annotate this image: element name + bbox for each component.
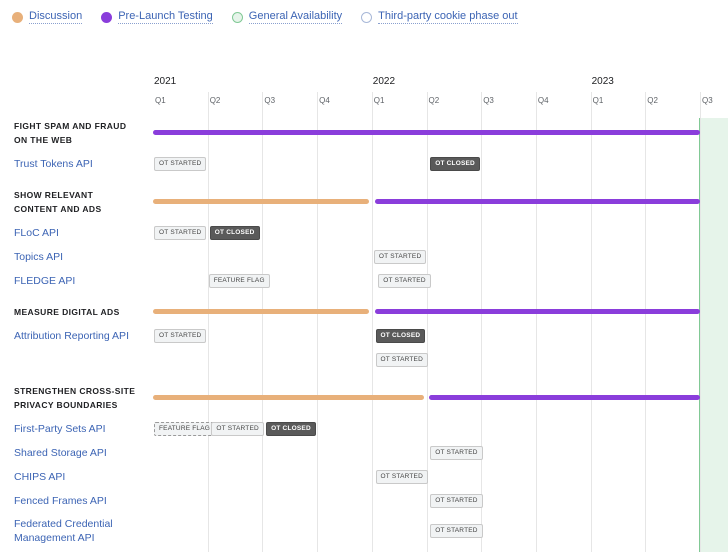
api-link[interactable]: Shared Storage API [14, 447, 107, 459]
quarter-gridline [481, 92, 482, 552]
milestone-chip: OT CLOSED [266, 422, 316, 436]
quarter-gridline [317, 92, 318, 552]
year-label: 2023 [591, 76, 614, 87]
quarter-tick-label: Q2 [647, 96, 658, 105]
quarter-gridline [536, 92, 537, 552]
milestone-chip: OT STARTED [154, 157, 207, 171]
api-link[interactable]: CHIPS API [14, 471, 66, 483]
phase-bar-pre-launch-testing [374, 309, 700, 314]
quarter-tick-label: Q2 [428, 96, 440, 105]
quarter-gridline [262, 92, 263, 552]
phase-bar-pre-launch-testing [429, 395, 700, 400]
milestone-chip: OT STARTED [154, 329, 207, 343]
year-label: 2021 [154, 76, 177, 87]
api-link[interactable]: Topics API [14, 251, 64, 263]
milestone-chip: OT STARTED [373, 250, 427, 264]
legend-label: Discussion [29, 10, 83, 24]
api-link[interactable]: Trust Tokens API [14, 158, 93, 170]
api-link[interactable]: Attribution Reporting API [14, 330, 129, 342]
quarter-tick-label: Q2 [209, 96, 221, 105]
phase-bar-pre-launch-testing [374, 199, 700, 204]
quarter-gridline [208, 92, 209, 552]
quarter-gridline [591, 92, 592, 552]
quarter-tick-label: Q4 [319, 96, 330, 105]
milestone-chip: OT STARTED [375, 470, 428, 484]
api-link[interactable]: Fenced Frames API [14, 495, 107, 507]
legend-dot-discussion-icon [12, 11, 23, 23]
api-link[interactable]: Federated Credential Management API [14, 518, 113, 544]
quarter-gridline [645, 92, 646, 552]
quarter-gridline [427, 92, 428, 552]
api-link[interactable]: FLoC API [14, 227, 59, 239]
milestone-chip: OT CLOSED [430, 157, 480, 171]
quarter-tick-label: Q4 [537, 96, 549, 105]
milestone-chip: OT STARTED [430, 446, 483, 460]
quarter-gridline [372, 92, 373, 552]
quarter-tick-label: Q1 [592, 96, 604, 105]
quarter-tick-label: Q1 [373, 96, 385, 105]
milestone-chip: OT STARTED [430, 494, 483, 508]
milestone-chip: OT STARTED [211, 422, 264, 436]
legend-label: General Availability [248, 10, 343, 24]
category-title: STRENGTHEN CROSS-SITE PRIVACY BOUNDARIES [14, 386, 136, 410]
quarter-tick-label: Q3 [702, 96, 713, 105]
general-availability-band [699, 118, 728, 552]
milestone-chip: OT STARTED [378, 274, 431, 288]
legend: Discussion Pre-Launch Testing General Av… [12, 10, 537, 24]
category-title: MEASURE DIGITAL ADS [14, 307, 120, 317]
milestone-chip: OT STARTED [154, 226, 207, 240]
legend-dot-cookie-phase-out-icon [361, 11, 373, 23]
legend-item-third-party-cookie-phase-out[interactable]: Third-party cookie phase out [361, 10, 518, 24]
legend-dot-general-availability-icon [231, 11, 243, 23]
milestone-chip: FEATURE FLAG [154, 422, 216, 436]
category-title: FIGHT SPAM AND FRAUD ON THE WEB [14, 121, 127, 145]
quarter-tick-label: Q3 [483, 96, 494, 105]
legend-label: Pre-Launch Testing [118, 10, 213, 24]
quarter-tick-label: Q3 [264, 96, 276, 105]
legend-item-discussion[interactable]: Discussion [12, 10, 83, 24]
quarter-tick-label: Q1 [155, 96, 166, 105]
milestone-chip: OT STARTED [375, 353, 428, 367]
legend-label: Third-party cookie phase out [378, 10, 518, 24]
phase-bar-discussion [153, 309, 370, 314]
quarter-gridline [700, 92, 701, 552]
legend-item-pre-launch-testing[interactable]: Pre-Launch Testing [101, 10, 213, 24]
api-link[interactable]: FLEDGE API [14, 275, 76, 287]
milestone-chip: FEATURE FLAG [208, 274, 270, 288]
milestone-chip: OT CLOSED [209, 226, 260, 240]
phase-bar-pre-launch-testing [153, 130, 700, 135]
legend-dot-pre-launch-icon [101, 11, 113, 23]
category-title: SHOW RELEVANT CONTENT AND ADS [14, 190, 102, 214]
phase-bar-discussion [153, 395, 424, 400]
milestone-chip: OT STARTED [430, 524, 483, 538]
year-label: 2022 [372, 76, 396, 87]
milestone-chip: OT CLOSED [375, 329, 426, 343]
legend-item-general-availability[interactable]: General Availability [231, 10, 343, 24]
api-link[interactable]: First-Party Sets API [14, 423, 106, 435]
phase-bar-discussion [153, 199, 370, 204]
